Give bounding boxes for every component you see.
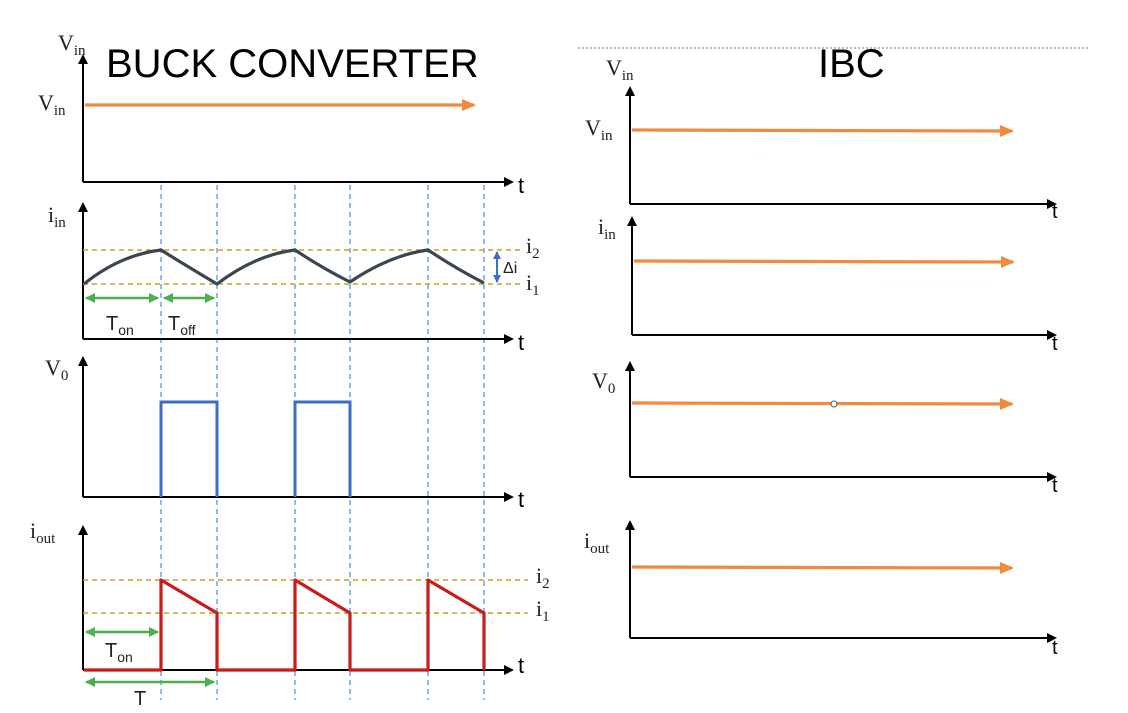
ibc-vin-panel: Vin Vin t [585,55,1058,223]
buck-vin-panel: Vin Vin t [38,30,524,198]
buck-iin-i2-label: i2 [526,233,540,262]
buck-iin-t-label: t [518,330,524,355]
ibc-vin-level-label: Vin [585,115,613,144]
buck-v0-axis-label: V0 [45,355,68,384]
ibc-iout-panel: iout t [584,520,1058,659]
ibc-iout-waveform [631,561,1014,574]
ibc-v0-axis-label: V0 [592,368,615,397]
ibc-iin-panel: iin t [598,214,1058,355]
buck-v0-panel: V0 t [45,355,524,512]
switching-time-gridlines [160,185,485,700]
t-off-label: Toff [168,313,196,338]
delta-i-label: Δi [503,260,517,277]
t-on-label: Ton [106,313,134,338]
buck-iin-waveform [82,248,485,286]
buck-iin-i1-label: i1 [526,270,540,299]
ibc-v0-waveform [631,397,1014,410]
period-label: T [134,688,146,710]
cursor-crosshair-icon [830,400,838,408]
buck-iout-waveform [84,578,486,672]
buck-iout-panel: iout i2 i1 Ton T t [30,518,550,710]
ibc-title: IBC [818,42,885,86]
ibc-iin-axis-label: iin [598,214,616,243]
buck-iout-i2-label: i2 [536,563,550,592]
buck-iin-panel: iin Δi i2 i1 Ton Toff t [48,202,540,355]
buck-v0-waveform [159,400,352,497]
buck-vin-t-label: t [518,173,524,198]
buck-iout-axis-label: iout [30,518,56,547]
buck-vin-axis-label: Vin [58,30,86,59]
t-on-out-label: Ton [105,640,133,665]
ibc-vin-waveform [631,124,1014,137]
ibc-iin-t-label: t [1052,333,1058,355]
ibc-vin-t-label: t [1052,201,1058,223]
ibc-iout-t-label: t [1052,637,1058,659]
buck-iin-axis-label: iin [48,202,66,231]
ibc-iin-waveform [633,255,1015,268]
ibc-vin-axis-label: Vin [606,55,634,84]
buck-converter-title: BUCK CONVERTER [106,42,479,86]
buck-iout-i1-label: i1 [536,596,550,625]
buck-iout-t-label: t [518,653,524,678]
buck-vin-level-label: Vin [38,90,66,119]
ibc-iout-axis-label: iout [584,528,610,557]
buck-v0-t-label: t [518,487,524,512]
ibc-v0-panel: V0 t [592,361,1058,497]
ibc-v0-t-label: t [1052,475,1058,497]
